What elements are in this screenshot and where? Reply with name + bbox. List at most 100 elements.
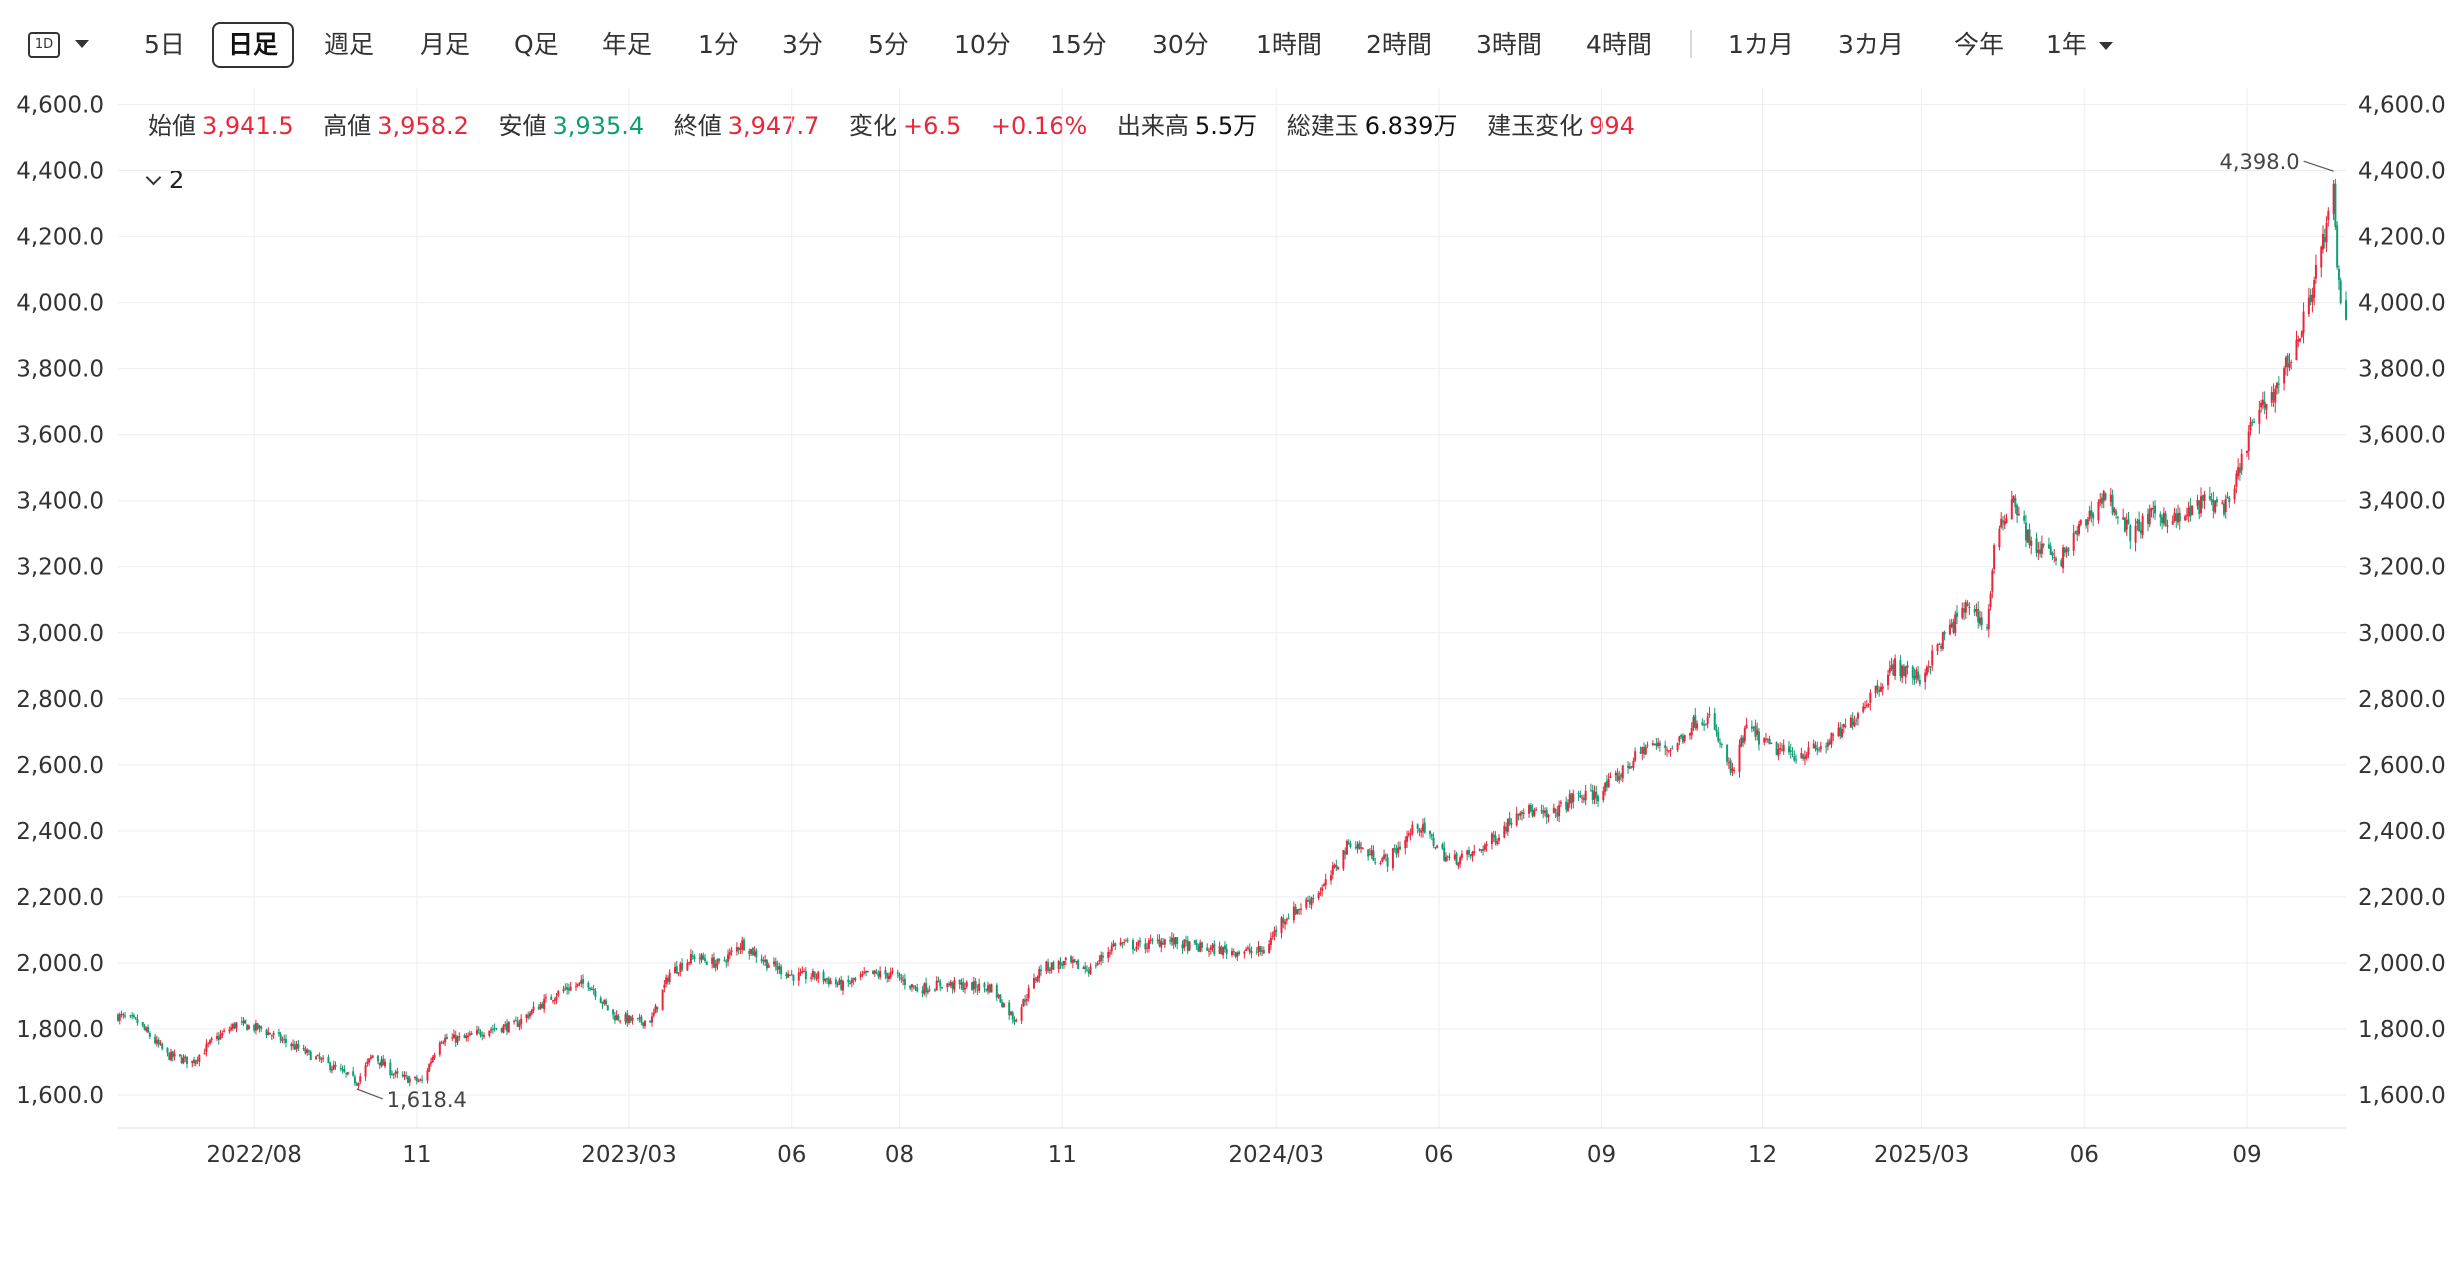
candle-body [1131, 940, 1134, 950]
candle-body [1864, 706, 1867, 708]
candle-body [442, 1042, 445, 1044]
interval-7[interactable]: 3分 [782, 30, 823, 59]
candle-body [431, 1057, 434, 1063]
candle-body [582, 979, 585, 984]
candle-body [1731, 768, 1734, 772]
candle-body [948, 983, 951, 986]
range-3[interactable]: 1年 [2032, 22, 2127, 68]
candle-body [2187, 508, 2190, 517]
candle-body [2116, 517, 2119, 519]
candle-body [384, 1061, 387, 1067]
interval-0[interactable]: 5日 [144, 30, 185, 59]
candle-body [1384, 854, 1387, 857]
candle-body [1262, 950, 1265, 954]
candle-body [903, 978, 906, 985]
candle-body [2215, 499, 2218, 503]
candle-body [555, 996, 558, 1000]
candle-body [849, 983, 852, 985]
candle-body [2249, 422, 2252, 431]
candle-body [1298, 909, 1301, 911]
interval-15[interactable]: 4時間 [1586, 30, 1652, 59]
candle-body [2323, 236, 2326, 242]
candle-body [1520, 812, 1523, 814]
candle-body [2200, 496, 2203, 513]
candle-body [2265, 403, 2268, 410]
candle-body [1535, 809, 1538, 811]
candle-body [817, 971, 820, 979]
interval-9[interactable]: 10分 [954, 30, 1011, 59]
range-dropdown-icon[interactable] [2098, 42, 2113, 50]
candle-body [960, 982, 963, 985]
candle-body [1936, 644, 1939, 652]
candle-body [203, 1052, 206, 1055]
candle-body [792, 974, 795, 981]
interval-13[interactable]: 2時間 [1366, 30, 1432, 59]
candle-body [1726, 744, 1729, 762]
candle-body [1308, 900, 1311, 904]
candle-body [1503, 826, 1506, 838]
interval-1[interactable]: 日足 [212, 22, 295, 68]
candle-body [801, 970, 804, 974]
interval-dropdown-icon[interactable] [75, 40, 89, 48]
candle-body [824, 978, 827, 982]
range-2[interactable]: 今年 [1940, 22, 2018, 68]
candle-body [389, 1062, 392, 1075]
candle-body [514, 1020, 517, 1022]
candle-body [1651, 743, 1654, 746]
y-tick-label-left: 4,600.0 [16, 93, 104, 119]
candle-body [1446, 856, 1449, 858]
candle-body [826, 978, 829, 980]
candle-body [1213, 943, 1216, 955]
y-tick-label-right: 4,000.0 [2358, 291, 2446, 317]
candle-body [1011, 1012, 1014, 1020]
candle-body [829, 980, 832, 985]
candle-body [2222, 503, 2225, 515]
interval-11[interactable]: 30分 [1152, 30, 1209, 59]
candle-body [219, 1034, 222, 1039]
candle-body [173, 1053, 176, 1057]
candle-body [2334, 183, 2337, 227]
interval-4[interactable]: Q足 [514, 30, 559, 59]
candle-body [1100, 954, 1103, 961]
candle-body [1337, 867, 1340, 870]
candle-body [2028, 529, 2031, 545]
candle-body [2055, 558, 2058, 561]
candlestick-chart[interactable]: 1,600.0 1,600.0 1,800.0 1,800.0 2,000.0 2,000… [0, 88, 2464, 1268]
candle-body [247, 1025, 250, 1030]
candle-body [1160, 941, 1163, 948]
interval-14[interactable]: 3時間 [1476, 30, 1542, 59]
candle-body [529, 1013, 532, 1017]
candle-body [737, 947, 740, 950]
candle-body [2136, 520, 2139, 524]
range-0[interactable]: 1カ月 [1714, 22, 1808, 68]
interval-2[interactable]: 週足 [324, 30, 375, 59]
candle-body [704, 958, 707, 962]
candle-body [1715, 729, 1718, 732]
candle-body [1554, 809, 1557, 812]
candle-body [1096, 963, 1099, 965]
candle-body [1552, 807, 1555, 814]
range-1[interactable]: 3カ月 [1824, 22, 1918, 68]
candle-body [962, 982, 965, 990]
y-tick-label-left: 3,600.0 [16, 423, 104, 449]
candle-body [415, 1077, 418, 1082]
interval-5[interactable]: 年足 [602, 30, 653, 59]
candle-body [2090, 510, 2093, 517]
candle-body [978, 983, 981, 991]
candle-body [1913, 675, 1916, 680]
interval-icon[interactable]: 1D [28, 32, 60, 58]
candle-body [1015, 1019, 1018, 1022]
candle-body [1448, 856, 1451, 858]
interval-12[interactable]: 1時間 [1256, 30, 1322, 59]
interval-10[interactable]: 15分 [1050, 30, 1107, 59]
layers-toggle[interactable]: 2 [145, 166, 184, 194]
candle-body [1087, 970, 1090, 974]
candle-body [958, 979, 961, 985]
interval-3[interactable]: 月足 [420, 30, 471, 59]
candle-body [1482, 849, 1485, 851]
candle-body [2210, 499, 2213, 502]
candle-body [1968, 607, 1971, 609]
candle-body [2016, 505, 2019, 516]
interval-8[interactable]: 5分 [868, 30, 909, 59]
interval-6[interactable]: 1分 [698, 30, 739, 59]
